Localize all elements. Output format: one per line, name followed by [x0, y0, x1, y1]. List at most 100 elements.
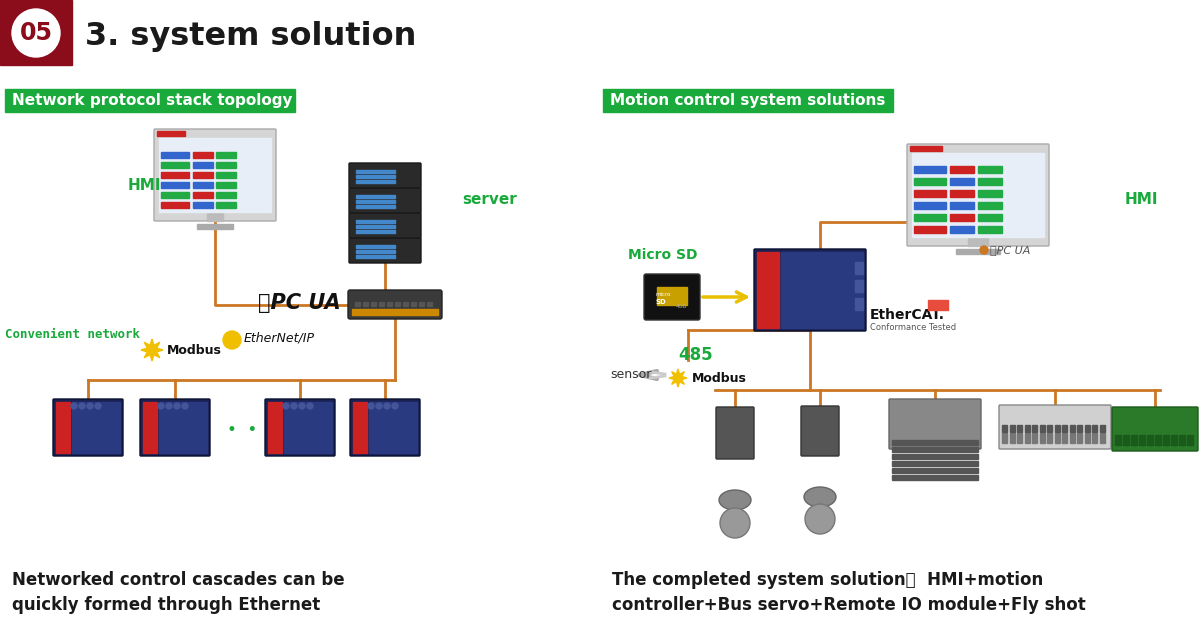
Bar: [892, 454, 978, 459]
Text: HMI: HMI: [1126, 192, 1158, 208]
Circle shape: [384, 403, 390, 409]
Bar: [950, 214, 974, 221]
Text: ⓄPC UA: ⓄPC UA: [258, 293, 341, 313]
Bar: [914, 166, 946, 173]
Bar: [1092, 425, 1097, 432]
Circle shape: [368, 403, 374, 409]
Bar: [161, 162, 190, 168]
Bar: [216, 172, 236, 178]
Bar: [161, 192, 190, 198]
Bar: [1039, 433, 1044, 443]
FancyBboxPatch shape: [140, 399, 210, 456]
Text: 4GB: 4GB: [676, 304, 688, 310]
Bar: [1055, 433, 1060, 443]
Text: HMI: HMI: [128, 178, 162, 192]
Bar: [978, 178, 1002, 185]
Text: sensor: sensor: [610, 368, 652, 382]
FancyBboxPatch shape: [889, 399, 982, 449]
Circle shape: [292, 403, 298, 409]
FancyBboxPatch shape: [907, 144, 1049, 246]
Text: 05: 05: [19, 21, 53, 45]
Circle shape: [71, 403, 77, 409]
Text: Convenient network: Convenient network: [5, 329, 140, 341]
Bar: [1046, 433, 1052, 443]
Circle shape: [158, 403, 164, 409]
FancyBboxPatch shape: [802, 406, 839, 456]
Bar: [356, 230, 395, 233]
Bar: [427, 302, 432, 306]
Ellipse shape: [719, 490, 751, 510]
Bar: [356, 170, 395, 173]
Text: EtherCAT.: EtherCAT.: [870, 308, 946, 322]
Bar: [56, 402, 70, 453]
Bar: [193, 172, 214, 178]
Circle shape: [95, 403, 101, 409]
Bar: [1032, 433, 1037, 443]
Bar: [157, 131, 185, 136]
Bar: [978, 166, 1002, 173]
Bar: [371, 302, 376, 306]
Bar: [910, 146, 942, 151]
Bar: [1078, 425, 1082, 432]
Bar: [950, 190, 974, 197]
FancyBboxPatch shape: [348, 290, 442, 319]
Bar: [956, 249, 1000, 254]
Bar: [216, 192, 236, 198]
Bar: [395, 302, 400, 306]
Circle shape: [376, 403, 382, 409]
Bar: [356, 220, 395, 223]
Bar: [193, 192, 214, 198]
Bar: [854, 262, 863, 274]
Bar: [284, 402, 332, 453]
Bar: [1039, 425, 1044, 432]
Bar: [1163, 435, 1169, 445]
Bar: [356, 195, 395, 198]
Bar: [158, 138, 271, 212]
Text: Modbus: Modbus: [167, 343, 222, 357]
Bar: [1069, 433, 1074, 443]
Bar: [968, 238, 988, 246]
Polygon shape: [670, 369, 686, 387]
Circle shape: [299, 403, 305, 409]
Circle shape: [182, 403, 188, 409]
Bar: [370, 402, 418, 453]
Bar: [268, 402, 282, 453]
Bar: [1002, 433, 1007, 443]
Bar: [1078, 433, 1082, 443]
Bar: [193, 162, 214, 168]
Text: controller+Bus servo+Remote IO module+Fly shot: controller+Bus servo+Remote IO module+Fl…: [612, 596, 1086, 614]
Bar: [419, 302, 424, 306]
Bar: [5, 89, 295, 112]
Bar: [410, 302, 416, 306]
Bar: [1009, 425, 1014, 432]
FancyBboxPatch shape: [265, 399, 335, 456]
Text: The completed system solution：  HMI+motion: The completed system solution： HMI+motio…: [612, 571, 1043, 589]
Bar: [1062, 425, 1067, 432]
FancyBboxPatch shape: [349, 188, 421, 213]
Bar: [950, 178, 974, 185]
Circle shape: [392, 403, 398, 409]
Circle shape: [980, 246, 988, 254]
Ellipse shape: [804, 487, 836, 507]
Bar: [978, 190, 1002, 197]
Bar: [950, 166, 974, 173]
Text: 3. system solution: 3. system solution: [85, 22, 416, 52]
Bar: [1062, 433, 1067, 443]
Bar: [914, 190, 946, 197]
FancyBboxPatch shape: [349, 163, 421, 188]
Bar: [781, 252, 863, 328]
Bar: [193, 202, 214, 208]
Bar: [892, 475, 978, 480]
Bar: [1032, 425, 1037, 432]
FancyBboxPatch shape: [1112, 407, 1198, 451]
Bar: [1046, 425, 1052, 432]
Text: EtherNet/IP: EtherNet/IP: [244, 331, 314, 345]
Bar: [1018, 425, 1022, 432]
FancyBboxPatch shape: [754, 249, 866, 331]
Circle shape: [283, 403, 289, 409]
Bar: [1025, 425, 1030, 432]
Bar: [364, 302, 368, 306]
Bar: [1187, 435, 1193, 445]
Bar: [1099, 425, 1104, 432]
FancyBboxPatch shape: [998, 405, 1111, 449]
